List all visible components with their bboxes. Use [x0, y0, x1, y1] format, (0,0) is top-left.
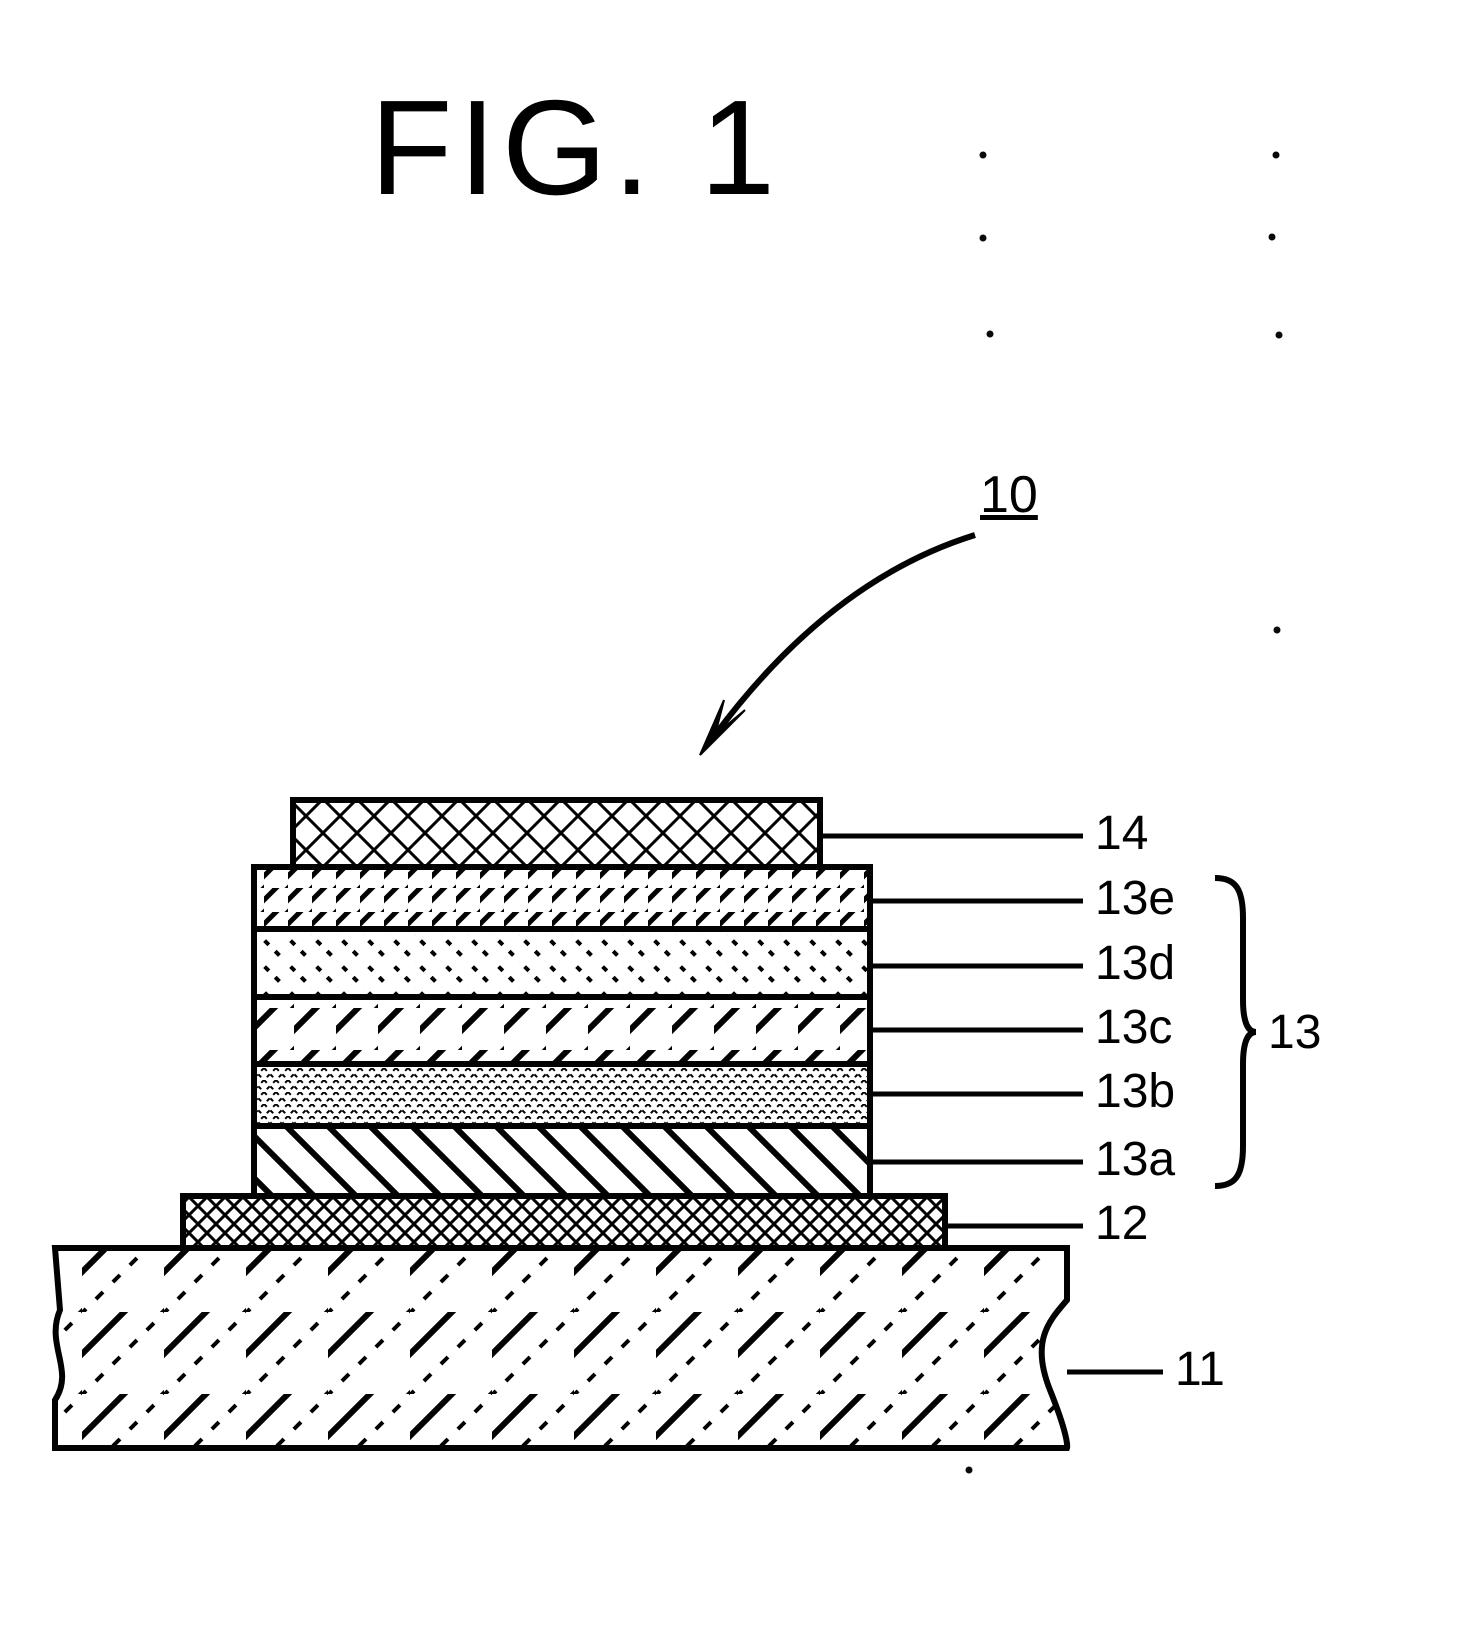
layer-13e-label: 13e [1095, 871, 1175, 926]
layer-11 [55, 1248, 1067, 1448]
group-13-label: 13 [1268, 1005, 1321, 1060]
layer-13c [254, 997, 870, 1064]
layer-13b-label: 13b [1095, 1064, 1175, 1119]
figure-svg [0, 0, 1475, 1649]
layer-12 [183, 1196, 945, 1248]
layer-13e [254, 867, 870, 929]
layer-13d-label: 13d [1095, 936, 1175, 991]
stray-dot [1273, 152, 1280, 159]
layer-13c-label: 13c [1095, 1000, 1172, 1055]
assembly-arrow [700, 535, 975, 755]
layer-11-label: 11 [1175, 1342, 1225, 1397]
stray-dot [1274, 627, 1281, 634]
group-13-brace [1215, 878, 1256, 1186]
figure-canvas: FIG. 1 10 [0, 0, 1475, 1649]
layer-13b [254, 1064, 870, 1126]
layer-13a-label: 13a [1095, 1132, 1175, 1187]
layer-13a [254, 1126, 870, 1196]
layer-13d [254, 929, 870, 997]
stray-dot [966, 1467, 973, 1474]
stray-dot [1269, 234, 1276, 241]
stray-dot [980, 152, 987, 159]
stray-dot [987, 331, 994, 338]
layer-14 [293, 800, 820, 867]
stray-dot [1276, 332, 1283, 339]
layer-14-label: 14 [1095, 806, 1148, 861]
stray-dot [980, 235, 987, 242]
layer-11-shape [55, 1248, 1067, 1448]
layer-12-label: 12 [1095, 1196, 1148, 1251]
